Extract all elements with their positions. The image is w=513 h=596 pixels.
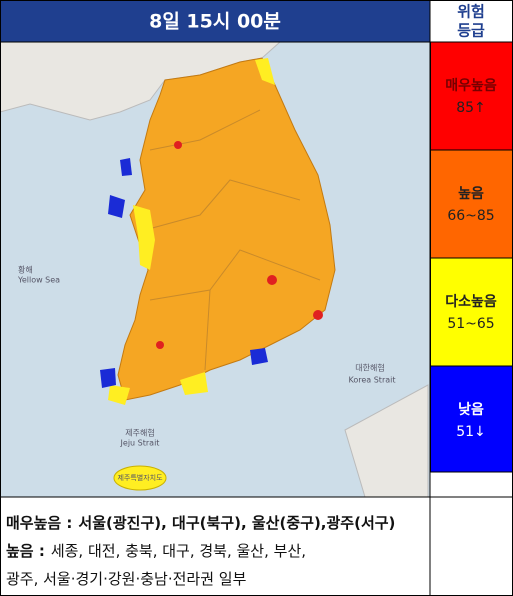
footer-line: 높음 : 세종, 대전, 충북, 대구, 경북, 울산, 부산, [6, 540, 306, 561]
legend-swatch [430, 257, 513, 367]
legend-name: 높음 [458, 186, 484, 202]
legend-range: 51↓ [456, 424, 486, 440]
map-label: 제주해협 [125, 428, 154, 438]
legend-swatch [430, 41, 513, 151]
red-spot [313, 310, 323, 320]
map [0, 41, 430, 498]
legend-range: 85↑ [456, 100, 486, 116]
blue-area [250, 348, 268, 365]
map-label: 대한해협 [355, 363, 384, 373]
footer-text: 세종, 대전, 충북, 대구, 경북, 울산, 부산, [50, 542, 307, 560]
legend-name: 낮음 [458, 402, 484, 418]
legend: 매우높음 85↑ 높음 66~85 다소높음 51~65 낮음 51↓ [430, 41, 513, 473]
legend-range: 51~65 [447, 316, 494, 332]
jeju [113, 465, 167, 491]
map-label: 황해 [18, 265, 33, 275]
footer-label: 매우높음 : [6, 514, 73, 532]
map-label: Korea Strait [349, 376, 396, 385]
province-line [144, 179, 301, 231]
blue-area [120, 158, 132, 176]
header-bar [0, 0, 430, 42]
footer-line: 매우높음 : 서울(광진구), 대구(북구), 울산(중구),광주(서구) [6, 512, 395, 533]
header-title: 8일 15시 00분 [149, 11, 281, 33]
yellow-area [108, 385, 130, 405]
yellow-area [255, 58, 275, 85]
province-line [204, 289, 211, 371]
map-label: Jeju Strait [120, 439, 160, 448]
footer-text: 서울(광진구), 대구(북구), 울산(중구),광주(서구) [78, 514, 396, 532]
map-label: 제주특별자치도 [117, 473, 163, 482]
province-line [149, 109, 261, 151]
legend-swatch [430, 149, 513, 259]
red-spot [267, 275, 277, 285]
legend-swatch [430, 365, 513, 473]
red-spot [174, 141, 182, 149]
footer-label: 높음 : [6, 542, 45, 560]
legend-range: 66~85 [447, 208, 494, 224]
legend-name: 매우높음 [445, 78, 497, 94]
map-label: Yellow Sea [17, 276, 60, 285]
yellow-area [180, 372, 208, 395]
yellow-area [133, 205, 155, 270]
legend-title: 등급 [457, 22, 485, 40]
blue-area [100, 368, 116, 388]
legend-name: 다소높음 [445, 294, 497, 310]
province-line [149, 249, 321, 301]
footer-line: 광주, 서울·경기·강원·충남·전라권 일부 [6, 568, 246, 589]
red-spot [156, 341, 164, 349]
blue-area [108, 195, 125, 218]
legend-title: 위험 [457, 3, 485, 21]
footer-text: 광주, 서울·경기·강원·충남·전라권 일부 [6, 570, 247, 588]
